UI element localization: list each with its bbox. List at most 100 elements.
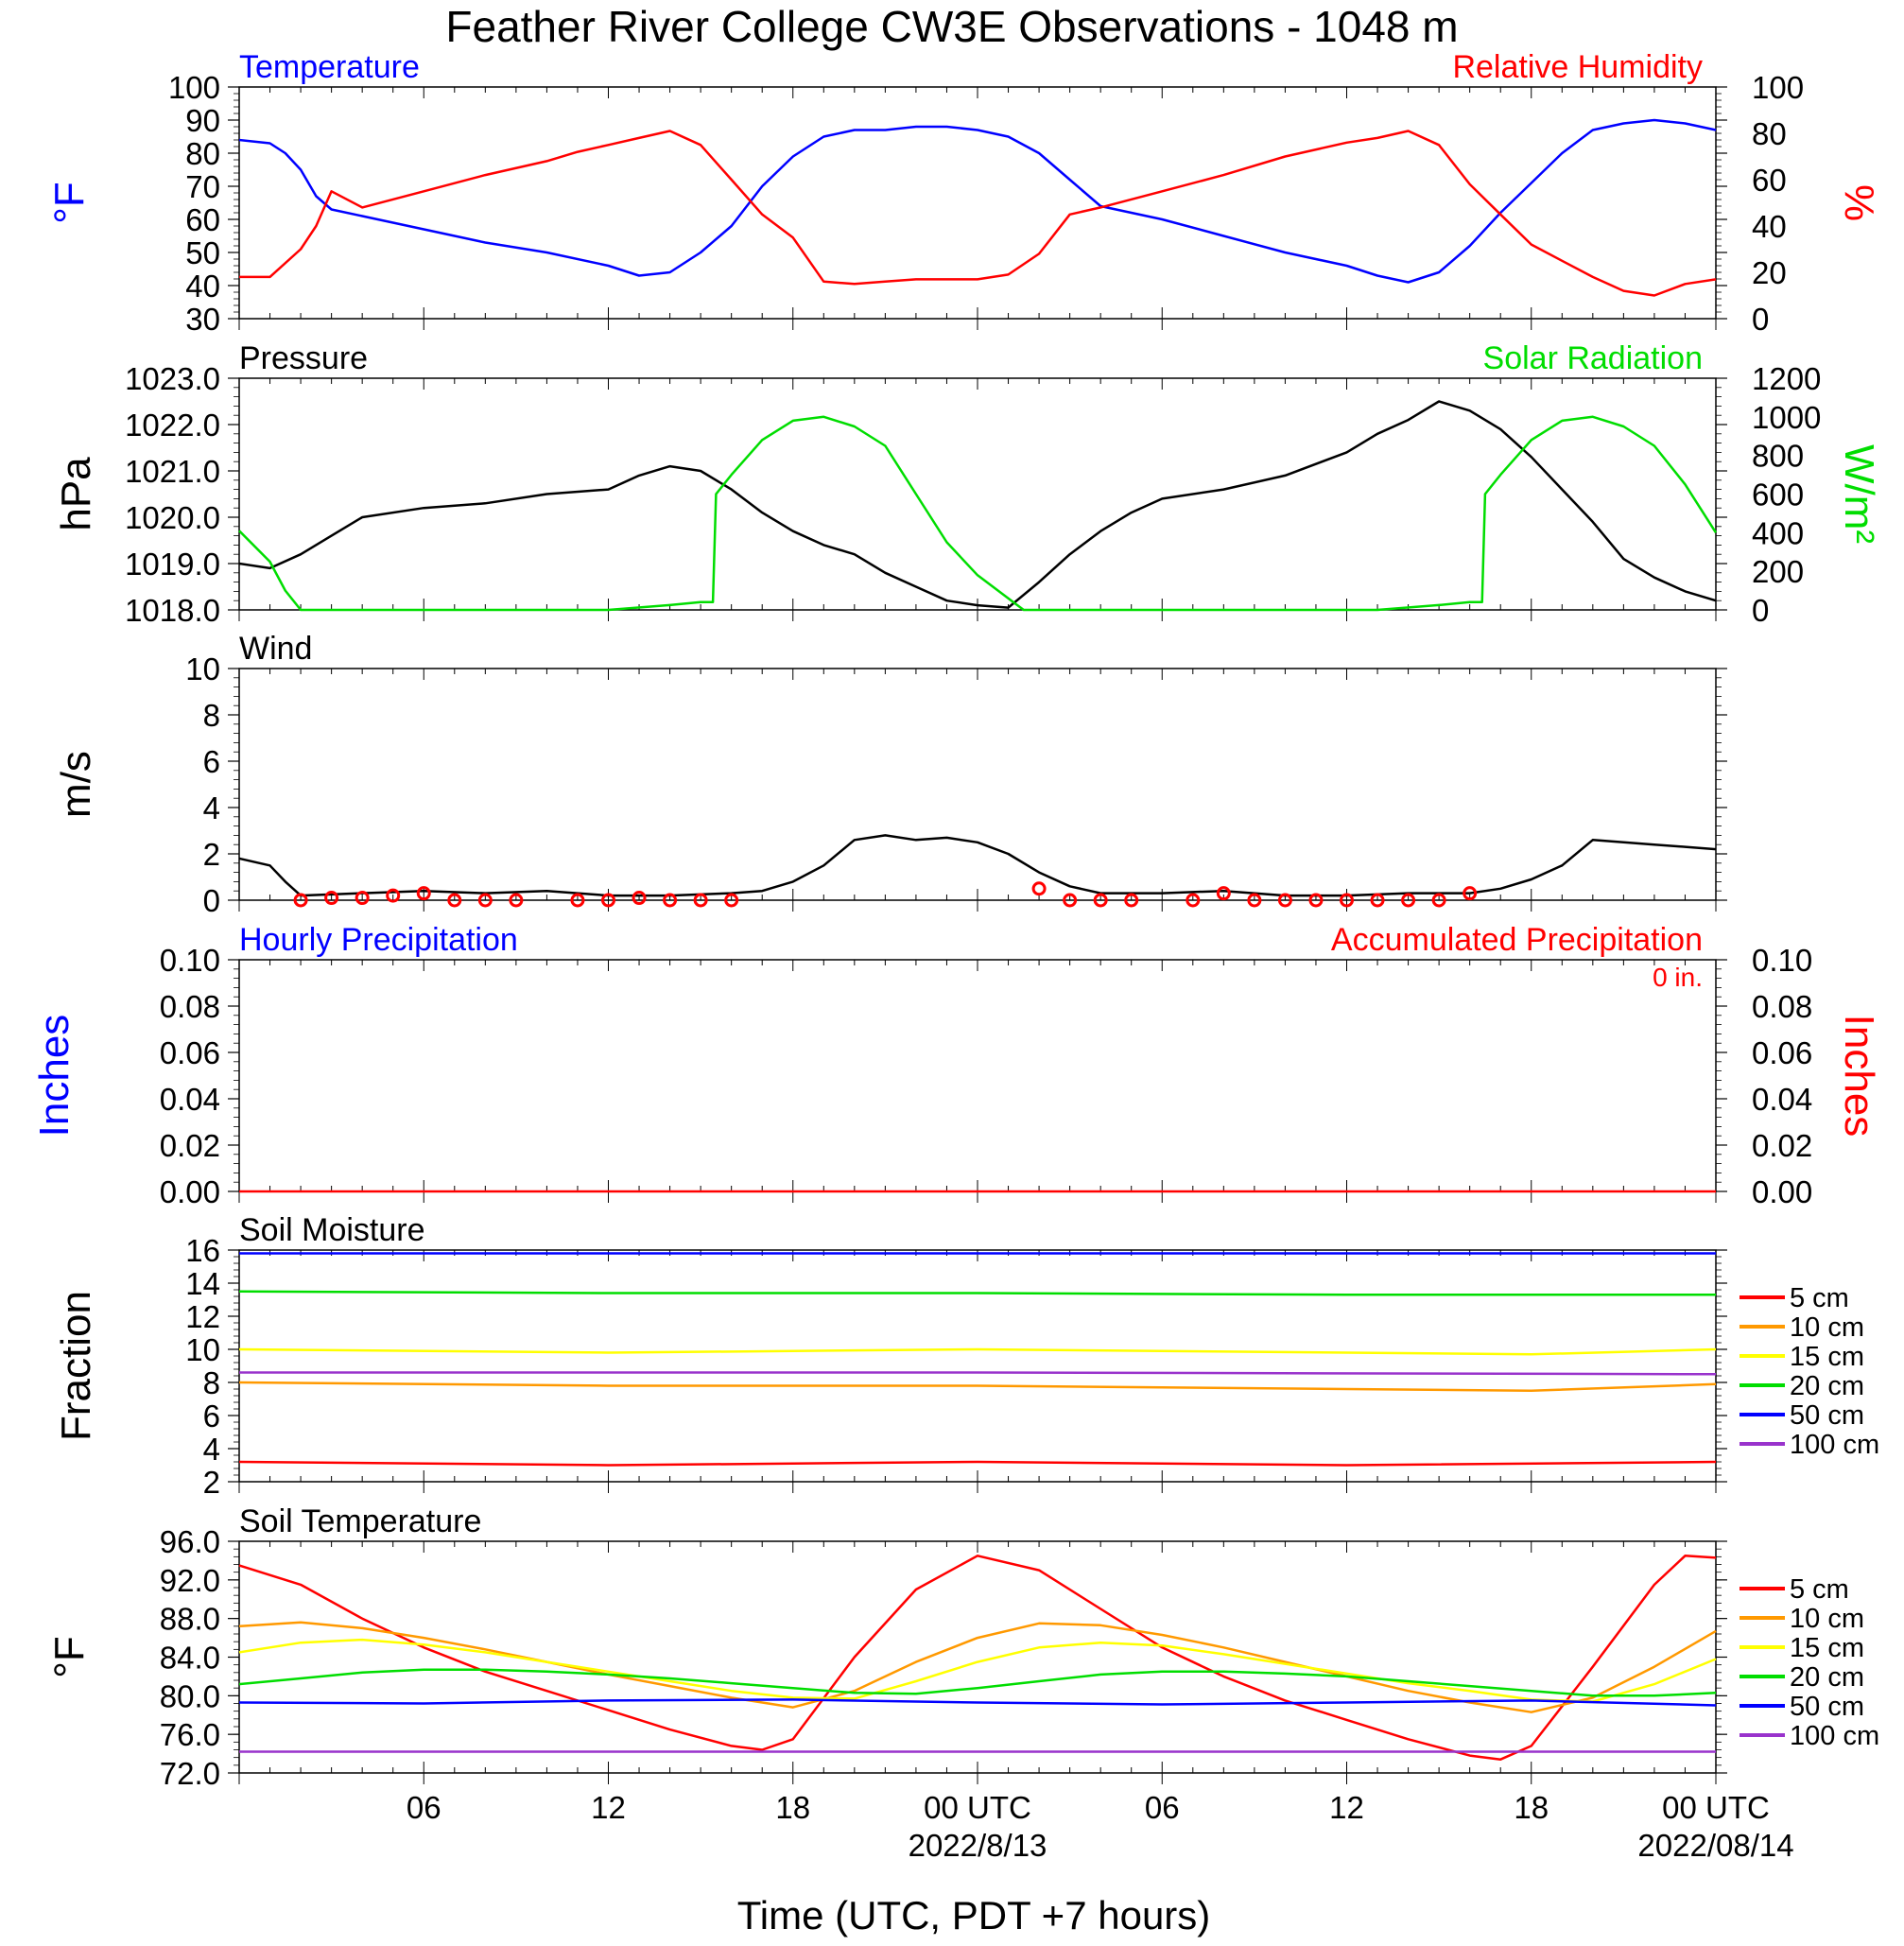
y-tick-label-left: 40 <box>185 269 220 304</box>
y-axis-label-left: Inches <box>31 1015 78 1138</box>
y-tick-label-left: 60 <box>185 202 220 237</box>
legend-label: 50 cm <box>1790 1692 1864 1722</box>
panel-title-left: Pressure <box>239 340 368 376</box>
series-line-10-cm <box>238 1621 1717 1713</box>
x-date-label: 2022/08/14 <box>1637 1828 1793 1863</box>
wind-direction-marker <box>663 893 678 908</box>
wind-direction-marker <box>1340 893 1354 908</box>
y-tick-label-left: 0.10 <box>160 943 220 978</box>
y-tick-label-left: 12 <box>185 1299 220 1334</box>
x-tick-label: 12 <box>591 1790 626 1825</box>
y-tick-label-left: 0.04 <box>160 1082 220 1117</box>
y-tick-label-left: 2 <box>203 1465 220 1500</box>
y-tick-label-right: 0.00 <box>1752 1174 1812 1209</box>
series-line-20-cm <box>238 1668 1717 1697</box>
y-tick-label-left: 80 <box>185 136 220 171</box>
legend-label: 50 cm <box>1790 1400 1864 1431</box>
y-tick-label-right: 40 <box>1752 209 1787 244</box>
y-tick-label-left: 16 <box>185 1233 220 1268</box>
legend-label: 5 cm <box>1790 1574 1849 1605</box>
y-tick-label-right: 1000 <box>1752 400 1821 435</box>
x-tick-label: 18 <box>1514 1790 1549 1825</box>
series-line-50-cm <box>238 1698 1717 1707</box>
legend-label: 5 cm <box>1790 1283 1849 1313</box>
y-tick-label-left: 0 <box>203 883 220 918</box>
wind-direction-marker <box>1277 893 1292 908</box>
panel-title-left: Soil Temperature <box>239 1503 481 1539</box>
y-tick-label-right: 0.06 <box>1752 1035 1812 1070</box>
wind-direction-marker <box>1401 893 1416 908</box>
series-line-100-cm <box>239 1371 1717 1376</box>
legend-label: 100 cm <box>1790 1721 1879 1751</box>
y-tick-label-right: 0.08 <box>1752 989 1812 1024</box>
y-tick-label-left: 0.00 <box>160 1174 220 1209</box>
plot-frame <box>238 1249 1717 1483</box>
wind-direction-marker <box>601 893 615 908</box>
wind-direction-marker <box>693 893 708 908</box>
series-line-1 <box>238 415 1718 612</box>
y-tick-label-right: 0 <box>1752 593 1769 628</box>
series-line-20-cm <box>238 1290 1716 1296</box>
series-line-5-cm <box>238 1460 1717 1467</box>
legend-label: 100 cm <box>1790 1430 1879 1460</box>
precip-total-annotation: 0 in. <box>1653 963 1703 992</box>
panel-title-right: Solar Radiation <box>1483 340 1703 376</box>
y-tick-label-left: 50 <box>185 235 220 270</box>
panel-wind: 0 2 4 6 8 10 Wind m/s <box>53 631 1727 918</box>
panel-temp_rh: 30405060708090100020406080100Temperature… <box>46 49 1882 337</box>
y-tick-label-left: 6 <box>203 1399 220 1433</box>
y-tick-label-left: 76.0 <box>160 1717 220 1752</box>
plot-frame <box>238 668 1717 901</box>
series-line-5-cm <box>238 1555 1717 1761</box>
wind-direction-marker <box>724 893 739 908</box>
wind-direction-marker <box>1247 893 1262 908</box>
y-tick-label-left: 8 <box>203 1365 220 1400</box>
y-tick-label-right: 0.04 <box>1752 1082 1812 1117</box>
y-tick-label-left: 10 <box>185 1332 220 1367</box>
y-tick-label-right: 600 <box>1752 478 1804 513</box>
figure-title: Feather River College CW3E Observations … <box>445 2 1458 51</box>
y-tick-label-left: 80.0 <box>160 1678 220 1713</box>
x-tick-label: 18 <box>775 1790 810 1825</box>
panel-title-right: Relative Humidity <box>1452 49 1703 85</box>
y-tick-label-left: 96.0 <box>160 1524 220 1559</box>
legend-label: 15 cm <box>1790 1342 1864 1372</box>
y-tick-label-left: 90 <box>185 103 220 138</box>
panel-title-left: Soil Moisture <box>239 1212 425 1248</box>
plot-frame <box>238 1540 1717 1774</box>
wind-direction-marker <box>355 891 370 906</box>
y-tick-label-right: 80 <box>1752 116 1787 151</box>
wind-direction-marker <box>509 893 524 908</box>
plot-frame <box>238 959 1717 1192</box>
series-line-10-cm <box>238 1381 1717 1393</box>
panel-title-right: Accumulated Precipitation <box>1331 922 1703 958</box>
wind-direction-marker <box>447 893 462 908</box>
wind-direction-marker <box>386 888 401 903</box>
wind-direction-marker <box>1431 893 1446 908</box>
y-axis-label-left: °F <box>46 1636 93 1677</box>
panel-pressure_solar: 1018.0 1019.0 1020.0 1021.0 1022.0 1023.0 0 200… <box>53 340 1882 628</box>
y-tick-label-right: 1200 <box>1752 361 1821 396</box>
y-tick-label-left: 4 <box>203 1432 220 1467</box>
wind-direction-marker <box>1370 893 1385 908</box>
panels: 30405060708090100020406080100Temperature… <box>31 49 1882 1863</box>
wind-direction-marker <box>1216 886 1231 901</box>
y-tick-label-left: 72.0 <box>160 1756 220 1791</box>
x-tick-label: 06 <box>1145 1790 1180 1825</box>
y-tick-label-right: 0.02 <box>1752 1128 1812 1163</box>
wind-direction-marker <box>1093 893 1108 908</box>
legend-label: 20 cm <box>1790 1371 1864 1401</box>
y-tick-label-left: 10 <box>185 652 220 686</box>
y-tick-label-right: 20 <box>1752 255 1787 290</box>
wind-direction-marker <box>293 893 308 908</box>
y-axis-label-right: % <box>1836 184 1882 221</box>
y-tick-label-right: 60 <box>1752 163 1787 198</box>
series-line-15-cm <box>238 1347 1717 1356</box>
y-tick-label-left: 100 <box>168 70 220 105</box>
x-tick-label: 00 UTC <box>924 1790 1031 1825</box>
x-tick-label: 00 UTC <box>1662 1790 1770 1825</box>
wind-direction-marker <box>1463 886 1478 901</box>
legend-label: 20 cm <box>1790 1662 1864 1693</box>
y-tick-label-right: 100 <box>1752 70 1804 105</box>
y-tick-label-left: 0.02 <box>160 1128 220 1163</box>
